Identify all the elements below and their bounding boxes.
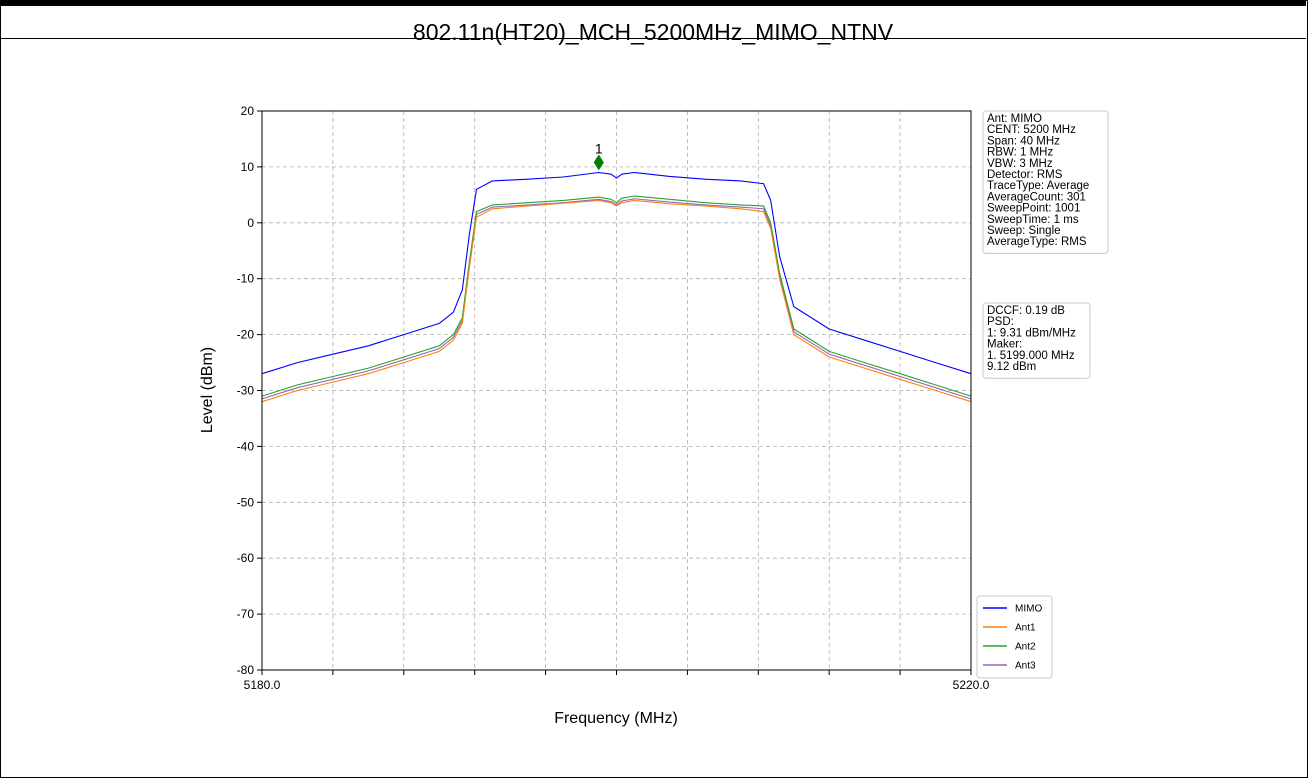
result-box-frame [982,302,1091,379]
y-tick-label: -20 [237,328,255,342]
y-tick-label: 0 [247,216,254,230]
result-box-line: 1: 9.31 dBm/MHz [987,327,1076,339]
info-box-frame [982,110,1109,254]
y-tick-label: -30 [237,384,255,398]
y-tick-label: -10 [237,272,255,286]
chart-title: 802.11n(HT20)_MCH_5200MHz_MIMO_NTNV [412,19,894,45]
info-box-line: Span: 40 MHz [987,135,1060,147]
info-box-line: SweepPoint: 1001 [987,203,1080,215]
legend-label-ant3: Ant3 [1015,661,1036,672]
result-box-line: DCCF: 0.19 dB [987,305,1065,317]
series-lines [261,171,972,403]
result-box-line: 9.12 dBm [987,361,1036,373]
info-box-line: Detector: RMS [987,169,1063,181]
y-tick-label: 10 [241,160,255,174]
info-box-line: RBW: 1 MHz [987,147,1053,159]
x-axis-label: Frequency (MHz) [554,710,678,727]
info-box-line: AverageCount: 301 [987,191,1086,203]
info-box-line: VBW: 3 MHz [987,158,1053,170]
info-box-line: TraceType: Average [987,180,1089,192]
y-tick-label: -50 [237,495,255,509]
result-box-line: 1. 5199.000 MHz [987,350,1075,362]
y-axis-label: Level (dBm) [199,347,216,433]
legend-label-mimo: MIMO [1015,604,1042,615]
legend-label-ant2: Ant2 [1015,642,1036,653]
info-box-line: CENT: 5200 MHz [987,124,1076,136]
series-line-ant2 [261,195,972,397]
marker-group: 1 [593,140,604,171]
axes: 5180.0 5220.0 20 10 0 -10 -20 -30 -40 -50 -60 -70 -8… [237,104,990,692]
info-box-line: AverageType: RMS [987,236,1087,248]
y-tick-label: -40 [237,439,255,453]
result-box-line: PSD: [987,316,1014,328]
y-tick-label: 20 [241,104,255,118]
info-box-line: SweepTime: 1 ms [987,214,1079,226]
series-line-mimo [261,171,972,375]
info-box-line: Sweep: Single [987,225,1061,237]
series-line-ant1 [261,199,972,403]
legend-frame [976,595,1053,679]
grid [262,111,971,670]
legend-label-ant1: Ant1 [1015,623,1036,634]
marker-label: 1 [595,140,603,156]
y-tick-label: -70 [237,607,255,621]
marker-diamond [593,154,604,171]
x-tick-label: 5220.0 [953,678,990,692]
y-tick-label: -80 [237,663,255,677]
x-tick-label: 5180.0 [244,678,281,692]
legend: MIMO Ant1 Ant2 Ant3 [976,595,1053,679]
info-box-line: Ant: MIMO [987,113,1042,125]
title-bar: 802.11n(HT20)_MCH_5200MHz_MIMO_NTNV [0,0,1306,45]
series-line-ant3 [261,198,972,400]
y-tick-label: -60 [237,551,255,565]
result-box-line: Maker: [987,339,1022,351]
